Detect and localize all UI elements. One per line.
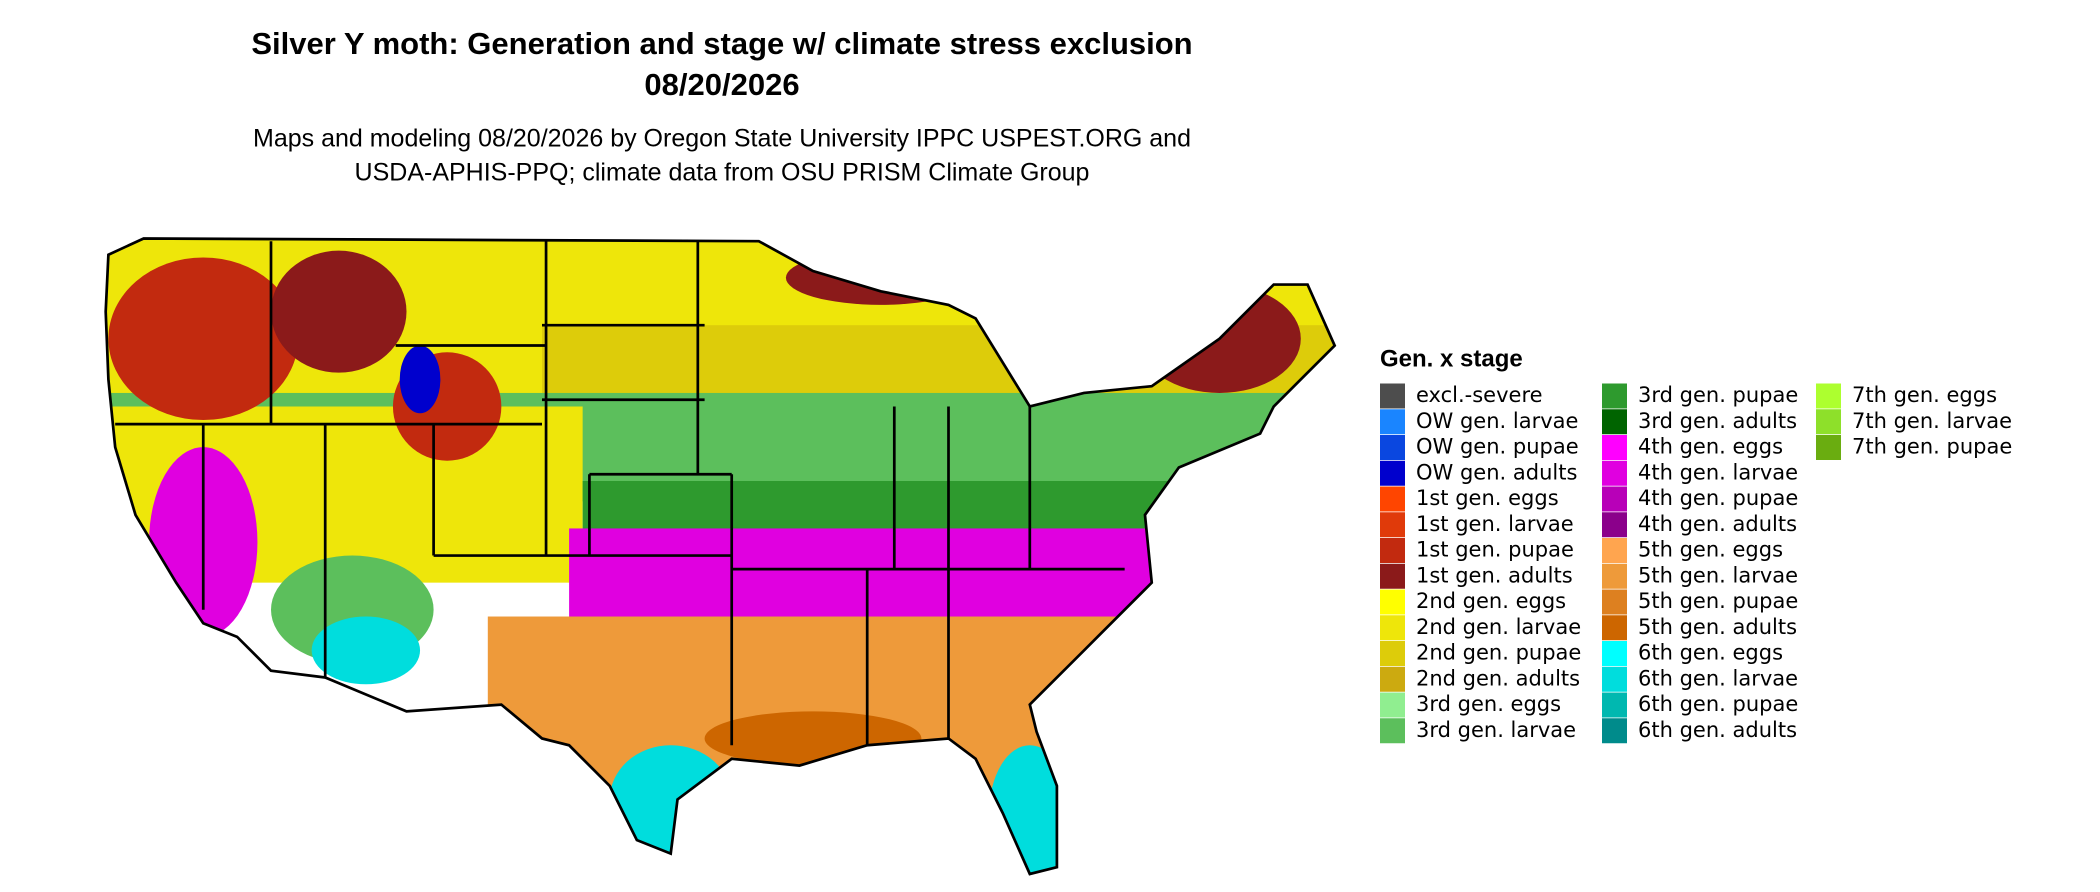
region	[399, 345, 441, 414]
legend-swatch	[1380, 666, 1405, 692]
border	[104, 237, 1337, 876]
legend-swatch	[1380, 589, 1405, 615]
legend-label: OW gen. pupae	[1416, 435, 1579, 459]
legend-swatch	[1602, 589, 1627, 615]
legend-swatch	[1380, 383, 1405, 409]
region	[609, 745, 732, 854]
legend-label: 1st gen. larvae	[1416, 512, 1574, 536]
legend-label: 5th gen. eggs	[1638, 538, 1783, 562]
legend-label: OW gen. adults	[1416, 460, 1577, 484]
region	[785, 250, 976, 305]
legend-swatch	[1380, 718, 1405, 744]
legend-label: 2nd gen. larvae	[1416, 615, 1581, 639]
legend-label: 5th gen. larvae	[1638, 563, 1798, 587]
legend-label: 1st gen. adults	[1416, 563, 1573, 587]
title-line: 08/20/2026	[644, 67, 799, 102]
legend-label: 2nd gen. eggs	[1416, 589, 1566, 613]
legend-label: 3rd gen. pupae	[1638, 383, 1798, 407]
legend-title: Gen. x stage	[1380, 345, 1523, 372]
legend-swatch	[1380, 641, 1405, 666]
border	[115, 241, 1125, 746]
subtitle-line: Maps and modeling 08/20/2026 by Oregon S…	[253, 125, 1191, 153]
region	[311, 616, 421, 685]
legend-label: 4th gen. adults	[1638, 512, 1797, 536]
legend-label: 7th gen. larvae	[1852, 409, 2012, 433]
region	[582, 481, 1335, 536]
title-line: Silver Y moth: Generation and stage w/ c…	[251, 26, 1192, 61]
legend-label: 7th gen. eggs	[1852, 383, 1997, 407]
legend-swatch	[1602, 718, 1627, 744]
legend-label: 4th gen. pupae	[1638, 486, 1798, 510]
map	[104, 237, 1337, 876]
legend-swatch	[1602, 512, 1627, 538]
legend-label: 4th gen. eggs	[1638, 435, 1783, 459]
state-borders	[104, 237, 1337, 876]
subtitle-line: USDA-APHIS-PPQ; climate data from OSU PR…	[355, 159, 1090, 187]
legend-label: excl.-severe	[1416, 383, 1543, 407]
legend-label: OW gen. larvae	[1416, 409, 1578, 433]
legend-label: 3rd gen. eggs	[1416, 692, 1561, 716]
legend-swatch	[1602, 486, 1627, 512]
legend-label: 6th gen. eggs	[1638, 641, 1783, 665]
legend-swatch	[1602, 538, 1627, 563]
legend-swatch	[1602, 692, 1627, 718]
legend-swatch	[1380, 435, 1405, 460]
legend-swatch	[1816, 435, 1841, 460]
legend-label: 5th gen. pupae	[1638, 589, 1798, 613]
legend-label: 2nd gen. adults	[1416, 666, 1580, 690]
region	[108, 257, 299, 421]
legend-swatch	[1602, 435, 1627, 460]
legend-label: 7th gen. pupae	[1852, 435, 2012, 459]
legend-swatch	[1816, 409, 1841, 435]
legend-swatch	[1816, 383, 1841, 409]
legend-swatch	[1602, 409, 1627, 435]
legend-label: 4th gen. larvae	[1638, 460, 1798, 484]
legend-swatch	[1380, 692, 1405, 718]
legend-swatch	[1602, 383, 1627, 409]
legend-swatch	[1380, 409, 1405, 435]
legend-swatch	[1602, 641, 1627, 666]
legend-label: 6th gen. larvae	[1638, 666, 1798, 690]
legend-label: 2nd gen. pupae	[1416, 641, 1581, 665]
legend-label: 5th gen. adults	[1638, 615, 1797, 639]
region	[271, 250, 407, 373]
legend-swatch	[1380, 563, 1405, 589]
legend-swatch	[1602, 563, 1627, 589]
legend-swatch	[1380, 512, 1405, 538]
legend-label: 6th gen. adults	[1638, 718, 1797, 742]
region	[487, 616, 1335, 874]
map-fill	[105, 238, 1335, 874]
region	[704, 711, 922, 766]
legend-swatch	[1380, 486, 1405, 512]
legend-swatch	[1602, 460, 1627, 486]
legend-label: 1st gen. pupae	[1416, 538, 1574, 562]
legend-swatch	[1380, 460, 1405, 486]
legend-swatch	[1380, 538, 1405, 563]
legend-swatch	[1380, 615, 1405, 641]
legend-label: 6th gen. pupae	[1638, 692, 1798, 716]
legend-label: 3rd gen. adults	[1638, 409, 1797, 433]
legend-label: 3rd gen. larvae	[1416, 718, 1576, 742]
region	[569, 528, 1335, 624]
legend-label: 1st gen. eggs	[1416, 486, 1559, 510]
legend-swatch	[1602, 666, 1627, 692]
legend-swatch	[1602, 615, 1627, 641]
